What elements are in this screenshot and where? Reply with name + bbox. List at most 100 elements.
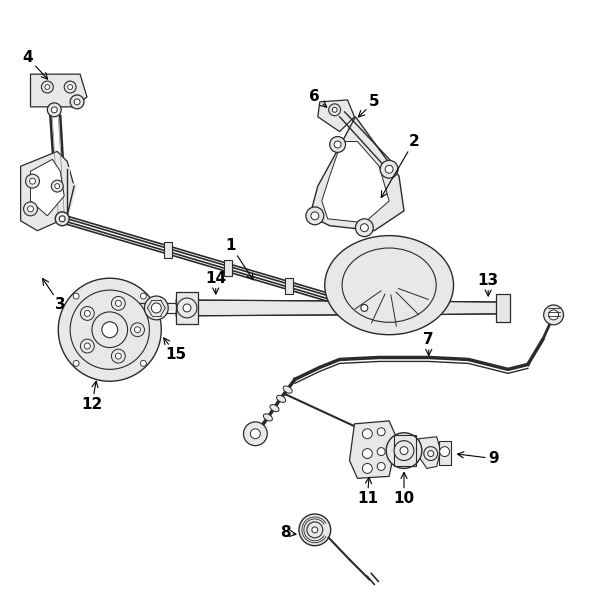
Text: 14: 14 — [205, 271, 226, 294]
Ellipse shape — [270, 405, 279, 412]
Ellipse shape — [342, 248, 436, 323]
Circle shape — [361, 304, 368, 312]
Circle shape — [92, 312, 128, 347]
Circle shape — [311, 212, 319, 220]
Circle shape — [80, 306, 94, 320]
Circle shape — [440, 446, 450, 457]
Circle shape — [244, 422, 267, 446]
Circle shape — [58, 278, 162, 381]
Circle shape — [51, 180, 63, 192]
Circle shape — [362, 463, 372, 474]
Circle shape — [55, 184, 60, 188]
Circle shape — [361, 223, 368, 232]
Circle shape — [84, 310, 90, 316]
Text: 6: 6 — [309, 89, 327, 107]
Circle shape — [42, 81, 53, 93]
Circle shape — [356, 300, 372, 316]
Polygon shape — [310, 117, 404, 231]
Text: 3: 3 — [43, 278, 65, 312]
Circle shape — [377, 428, 385, 435]
Circle shape — [177, 298, 197, 318]
Bar — [164, 242, 172, 258]
Circle shape — [312, 527, 318, 533]
Circle shape — [544, 305, 564, 325]
Bar — [176, 292, 198, 324]
Circle shape — [73, 293, 79, 299]
Circle shape — [24, 202, 37, 216]
Circle shape — [131, 323, 144, 336]
Text: 10: 10 — [393, 472, 415, 506]
Polygon shape — [419, 437, 441, 469]
Circle shape — [332, 108, 337, 112]
Text: 2: 2 — [381, 134, 419, 198]
Circle shape — [112, 297, 125, 310]
Circle shape — [68, 85, 72, 89]
Circle shape — [355, 219, 373, 237]
Circle shape — [64, 81, 76, 93]
Circle shape — [115, 300, 121, 306]
Polygon shape — [349, 421, 397, 478]
Circle shape — [386, 432, 422, 469]
Text: 11: 11 — [357, 477, 378, 506]
Circle shape — [70, 290, 150, 370]
Circle shape — [334, 141, 341, 148]
Text: 12: 12 — [81, 381, 103, 411]
Circle shape — [362, 429, 372, 439]
Circle shape — [140, 293, 146, 299]
Bar — [496, 294, 510, 322]
Text: 13: 13 — [478, 272, 499, 296]
Ellipse shape — [283, 386, 292, 393]
Circle shape — [377, 448, 385, 455]
Ellipse shape — [277, 395, 286, 402]
Circle shape — [102, 322, 118, 338]
Bar — [225, 260, 232, 276]
Text: 7: 7 — [424, 332, 434, 355]
Circle shape — [362, 449, 372, 458]
Text: 5: 5 — [358, 94, 380, 117]
Polygon shape — [21, 152, 74, 231]
Circle shape — [27, 206, 33, 212]
Circle shape — [428, 451, 434, 457]
Circle shape — [377, 463, 385, 471]
Polygon shape — [30, 159, 64, 216]
Circle shape — [134, 327, 140, 333]
Circle shape — [380, 160, 398, 178]
Circle shape — [45, 85, 50, 89]
Circle shape — [73, 361, 79, 367]
Circle shape — [144, 296, 168, 320]
Bar — [394, 435, 416, 466]
Text: 8: 8 — [280, 525, 296, 541]
Circle shape — [59, 216, 65, 222]
Text: 15: 15 — [164, 338, 187, 362]
Ellipse shape — [325, 236, 454, 335]
Circle shape — [424, 446, 438, 460]
Polygon shape — [30, 74, 87, 107]
Circle shape — [26, 174, 39, 188]
Circle shape — [330, 137, 346, 152]
Ellipse shape — [263, 414, 273, 421]
Circle shape — [140, 361, 146, 367]
Circle shape — [112, 349, 125, 363]
Circle shape — [151, 303, 162, 313]
Text: 4: 4 — [22, 50, 48, 79]
Circle shape — [183, 304, 191, 312]
Circle shape — [51, 107, 57, 113]
Text: 1: 1 — [225, 238, 253, 280]
Circle shape — [70, 95, 84, 109]
Circle shape — [48, 103, 61, 117]
Circle shape — [549, 310, 558, 320]
Bar — [438, 441, 451, 466]
Circle shape — [30, 178, 36, 184]
Circle shape — [251, 429, 260, 439]
Circle shape — [385, 165, 393, 173]
Circle shape — [306, 207, 324, 225]
Polygon shape — [176, 300, 349, 316]
Circle shape — [400, 446, 408, 455]
Polygon shape — [318, 100, 355, 132]
Circle shape — [307, 522, 323, 538]
Polygon shape — [322, 141, 389, 223]
Polygon shape — [394, 301, 498, 315]
Circle shape — [328, 104, 340, 116]
Circle shape — [84, 343, 90, 349]
Text: 9: 9 — [457, 451, 498, 466]
